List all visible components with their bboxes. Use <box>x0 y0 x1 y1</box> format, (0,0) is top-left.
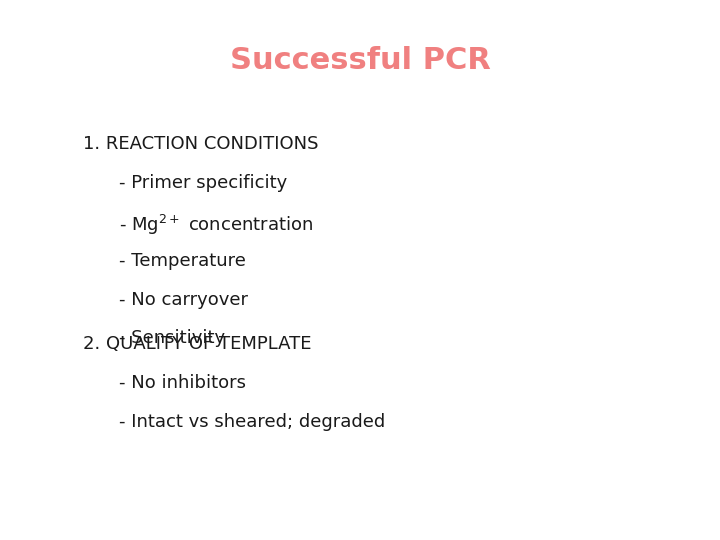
Text: - Intact vs sheared; degraded: - Intact vs sheared; degraded <box>119 413 385 430</box>
Text: - No carryover: - No carryover <box>119 291 248 308</box>
Text: Successful PCR: Successful PCR <box>230 46 490 75</box>
Text: - No inhibitors: - No inhibitors <box>119 374 246 391</box>
Text: - Temperature: - Temperature <box>119 252 246 269</box>
Text: - Mg$^{2+}$ concentration: - Mg$^{2+}$ concentration <box>119 213 313 237</box>
Text: - Primer specificity: - Primer specificity <box>119 174 287 192</box>
Text: 1. REACTION CONDITIONS: 1. REACTION CONDITIONS <box>83 135 318 153</box>
Text: 2. QUALITY OF TEMPLATE: 2. QUALITY OF TEMPLATE <box>83 335 311 353</box>
Text: - Sensitivity: - Sensitivity <box>119 329 225 347</box>
